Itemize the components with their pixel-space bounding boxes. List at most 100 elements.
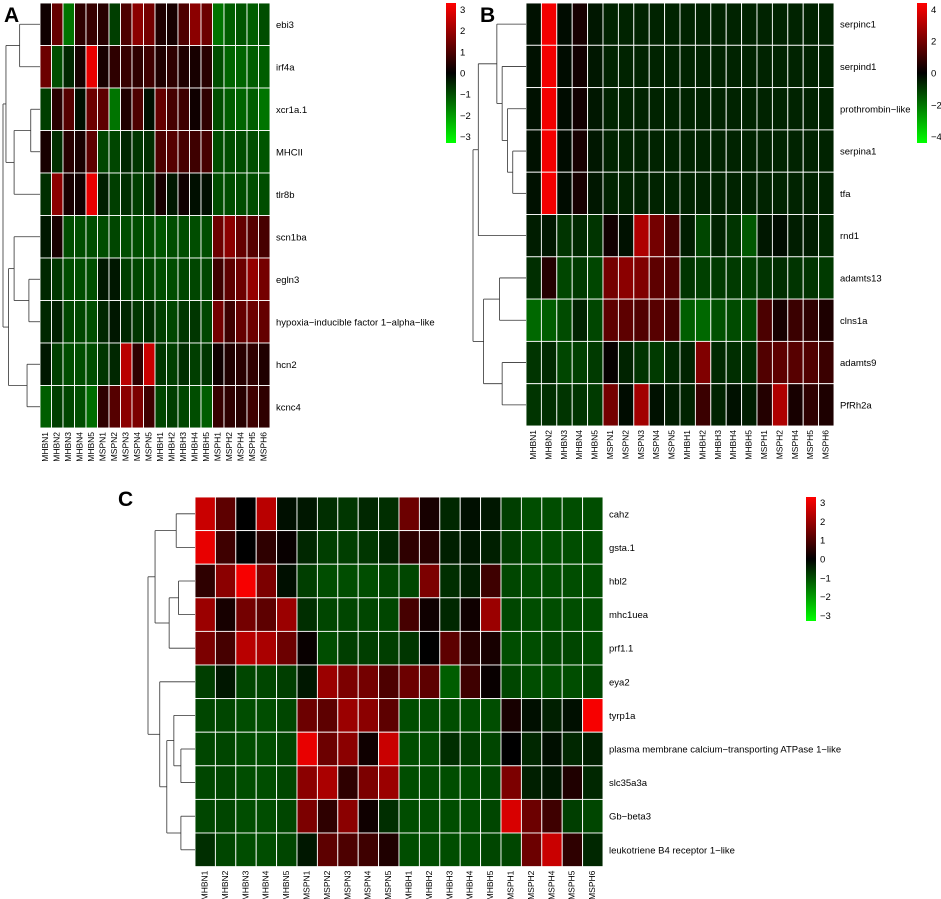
heatmap-cell — [710, 256, 727, 300]
heatmap-cell — [582, 765, 604, 800]
row-label: hbl2 — [609, 577, 627, 588]
heatmap-cell — [587, 383, 604, 427]
heatmap-cell — [235, 731, 257, 767]
heatmap-cell — [235, 257, 248, 301]
heatmap-cell — [378, 765, 400, 800]
heatmap-cell — [802, 340, 820, 385]
heatmap-cell — [561, 698, 584, 733]
heatmap-cell — [97, 130, 110, 174]
heatmap-cell — [725, 87, 743, 131]
heatmap-cell — [398, 664, 420, 700]
column-label: MSPH2 — [224, 432, 234, 462]
heatmap-cell — [223, 342, 236, 386]
heatmap-cell — [378, 530, 400, 565]
heatmap-cell — [296, 563, 318, 599]
heatmap-cell — [480, 798, 502, 834]
heatmap-cell — [540, 44, 558, 89]
heatmap-cell — [571, 129, 589, 173]
heatmap-cell — [177, 342, 190, 386]
heatmap-cell — [296, 597, 318, 632]
heatmap-cell — [235, 300, 248, 344]
heatmap-cell — [679, 383, 696, 427]
heatmap-cell — [194, 530, 216, 565]
heatmap-cell — [439, 698, 461, 733]
heatmap-cell — [108, 300, 121, 344]
heatmap-cell — [177, 215, 190, 259]
heatmap-cell — [525, 171, 542, 215]
heatmap-cell — [357, 563, 380, 599]
row-label: mhc1uea — [609, 610, 649, 621]
row-label: cahz — [609, 509, 629, 520]
heatmap-cell — [296, 530, 318, 565]
heatmap-cell — [602, 340, 619, 385]
heatmap-cell — [74, 87, 87, 131]
heatmap-cell — [246, 130, 259, 174]
heatmap-cell — [556, 340, 573, 385]
heatmap-cell — [500, 563, 522, 599]
column-label: MSPH5 — [567, 870, 577, 899]
heatmap-cell — [189, 257, 202, 301]
heatmap-cell — [316, 731, 339, 767]
heatmap-cell — [582, 563, 604, 599]
heatmap-cell — [679, 87, 696, 131]
colorbar-tick-label: 3 — [460, 5, 465, 16]
colorbar-tick-label: −3 — [820, 611, 831, 622]
heatmap-cell — [617, 87, 635, 131]
column-label: MHBN2 — [220, 870, 230, 899]
heatmap-cell — [357, 731, 380, 767]
heatmap-cell — [378, 798, 400, 834]
heatmap-cell — [694, 256, 712, 300]
heatmap-cell — [120, 300, 133, 344]
heatmap-cell — [246, 300, 259, 344]
heatmap-cell — [166, 257, 179, 301]
heatmap-cell — [200, 342, 213, 386]
heatmap-cell — [154, 172, 167, 216]
heatmap-cell — [540, 2, 558, 46]
column-label: MSPH2 — [526, 870, 536, 899]
heatmap-cell — [200, 215, 213, 259]
heatmap-cell — [602, 171, 619, 215]
heatmap-cell — [710, 214, 727, 258]
row-label: kcnc4 — [276, 402, 301, 413]
heatmap-cell — [617, 44, 635, 89]
heatmap-cell — [214, 798, 237, 834]
row-label: tlr8b — [276, 190, 294, 201]
heatmap-cell — [235, 664, 257, 700]
heatmap-cell — [166, 215, 179, 259]
heatmap-cell — [177, 172, 190, 216]
heatmap-cell — [439, 597, 461, 632]
heatmap-cell — [258, 172, 271, 216]
heatmap-cell — [296, 731, 318, 767]
heatmap-cell — [398, 798, 420, 834]
heatmap-cell — [154, 215, 167, 259]
heatmap-cell — [500, 530, 522, 565]
heatmap-cell — [571, 214, 589, 258]
heatmap-cell — [771, 298, 789, 342]
column-label: MSPH5 — [247, 432, 257, 462]
heatmap-cell — [357, 798, 380, 834]
heatmap-cell — [818, 87, 835, 131]
heatmap-cell — [357, 597, 380, 632]
heatmap-cell — [818, 340, 835, 385]
heatmap-cell — [710, 87, 727, 131]
heatmap-cell — [556, 171, 573, 215]
heatmap-cell — [459, 731, 482, 767]
heatmap-cell — [316, 530, 339, 565]
heatmap-cell — [556, 383, 573, 427]
heatmap-cell — [459, 698, 482, 733]
heatmap-cell — [571, 256, 589, 300]
heatmap-cell — [39, 257, 52, 301]
heatmap-cell — [664, 298, 681, 342]
column-label: MSPN1 — [98, 432, 108, 462]
heatmap-cell — [120, 45, 133, 89]
heatmap-cell — [51, 215, 64, 259]
column-label: MSPN4 — [132, 432, 142, 462]
heatmap-cell — [694, 129, 712, 173]
heatmap-cell — [357, 765, 380, 800]
heatmap-cell — [74, 172, 87, 216]
heatmap-cell — [97, 215, 110, 259]
heatmap-cell — [556, 256, 573, 300]
heatmap-cell — [337, 496, 359, 532]
heatmap-cell — [664, 171, 681, 215]
heatmap-cell — [648, 2, 666, 46]
